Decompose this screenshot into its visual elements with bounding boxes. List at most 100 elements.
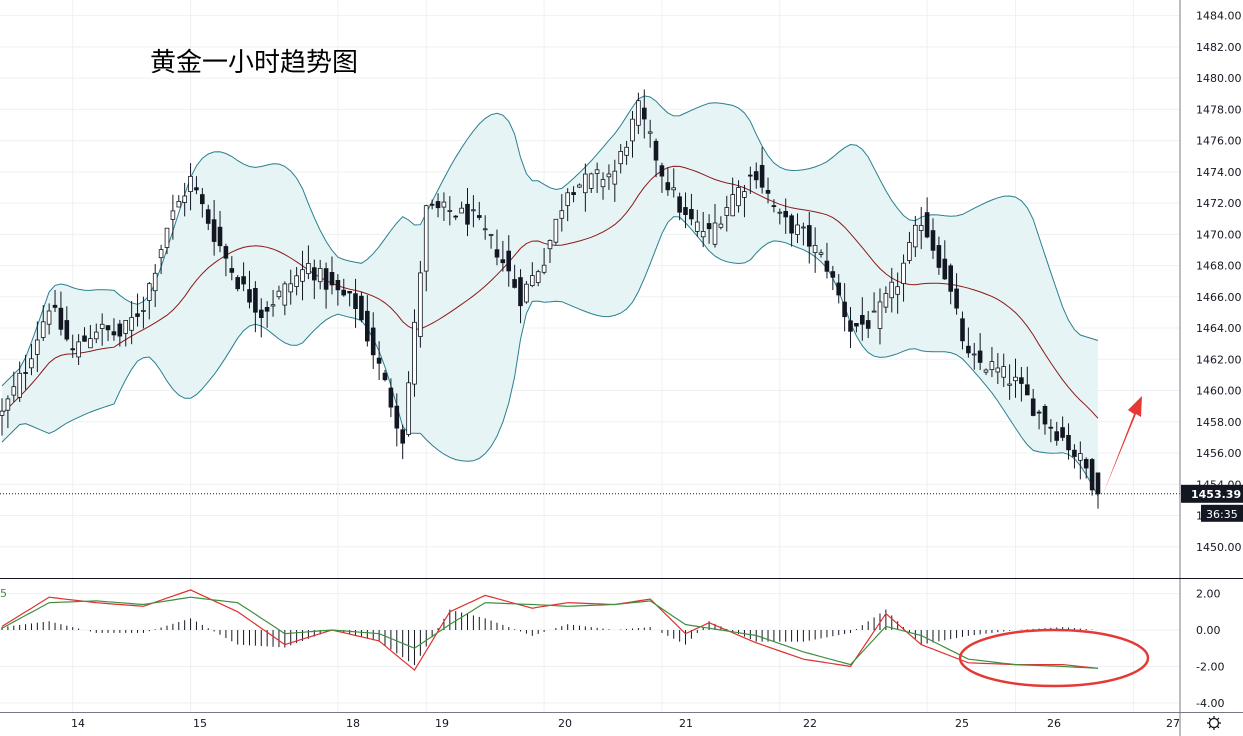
candle-body	[329, 271, 335, 286]
candle-body	[960, 318, 965, 342]
candle-body	[1066, 434, 1071, 451]
price-axis-tick-label: 1470.00	[1196, 228, 1242, 241]
time-axis-tick-label: 26	[1047, 717, 1061, 730]
oscillator-axis-tick-label: -2.00	[1196, 661, 1224, 674]
price-axis-tick-label: 1456.00	[1196, 447, 1242, 460]
candle-body	[35, 339, 40, 355]
candle-body	[317, 267, 323, 283]
price-axis-tick-label: 1458.00	[1196, 416, 1242, 429]
candle-body	[718, 223, 724, 228]
candle-body	[141, 309, 146, 312]
candle-body	[653, 140, 659, 161]
candle-body	[347, 290, 352, 294]
countdown-label: 36:35	[1206, 508, 1238, 521]
bollinger-lower-line	[1, 216, 1099, 497]
price-axis-tick-label: 1478.00	[1196, 103, 1242, 116]
time-axis-tick-label: 19	[435, 717, 449, 730]
candle-body	[423, 205, 429, 272]
candle-body	[759, 164, 765, 188]
candle-body	[948, 265, 953, 292]
candle-body	[783, 210, 788, 218]
candle-body	[58, 307, 64, 330]
candle-body	[465, 203, 470, 225]
candle-body	[930, 230, 936, 251]
candle-body	[730, 194, 735, 217]
candle-body	[848, 320, 853, 332]
candle-body	[789, 215, 794, 234]
candle-body	[199, 194, 205, 205]
candle-body	[753, 171, 759, 181]
candle-body	[830, 271, 836, 278]
candle-body	[88, 338, 93, 349]
candle-body	[877, 301, 883, 329]
candle-body	[765, 189, 771, 194]
candle-body	[860, 314, 865, 325]
candle-body	[801, 226, 806, 229]
candle-body	[518, 277, 523, 307]
candle-body	[40, 321, 46, 338]
candle-body	[217, 226, 223, 247]
candle-body	[459, 207, 464, 214]
time-axis-tick-label: 21	[679, 717, 693, 730]
candle-body	[1060, 427, 1065, 438]
candle-body	[70, 348, 76, 351]
candle-body	[123, 319, 129, 334]
oscillator-axis-tick-label: -4.00	[1196, 697, 1224, 710]
candle-body	[471, 209, 476, 212]
candle-body	[1030, 398, 1036, 416]
candle-body	[971, 353, 977, 356]
price-axis-tick-label: 1464.00	[1196, 322, 1242, 335]
candle-body	[223, 246, 229, 259]
candle-body	[429, 203, 435, 206]
candle-body	[170, 210, 176, 220]
candle-body	[842, 301, 847, 318]
candle-body	[1089, 459, 1095, 491]
candle-body	[954, 288, 959, 309]
gear-icon[interactable]	[1207, 716, 1221, 730]
trend-arrow-annotation	[1103, 396, 1142, 494]
candle-body	[895, 286, 900, 295]
candle-body	[406, 382, 411, 435]
candle-body	[341, 289, 346, 296]
time-axis-tick-label: 27	[1166, 717, 1180, 730]
price-axis-tick-label: 1474.00	[1196, 166, 1242, 179]
candle-body	[1054, 431, 1060, 441]
chart-title: 黄金一小时趋势图	[150, 48, 359, 78]
candle-body	[942, 258, 948, 280]
candle-body	[630, 118, 635, 142]
candle-body	[977, 350, 983, 363]
candle-body	[777, 211, 783, 214]
candle-body	[1095, 472, 1101, 495]
candle-body	[182, 195, 188, 203]
candle-body	[247, 289, 252, 303]
candle-body	[211, 219, 217, 242]
candle-body	[370, 327, 376, 356]
candle-body	[553, 218, 559, 243]
candle-body	[677, 196, 682, 213]
candle-body	[105, 325, 111, 331]
candle-body	[1078, 453, 1083, 461]
candle-body	[989, 361, 995, 371]
candle-body	[571, 192, 576, 195]
candle-body	[441, 201, 447, 208]
candle-body	[1083, 458, 1089, 469]
candle-body	[795, 224, 800, 235]
candle-body	[577, 184, 582, 188]
price-axis-tick-label: 1484.00	[1196, 10, 1242, 23]
candle-body	[300, 269, 305, 282]
candle-body	[1001, 366, 1006, 378]
countdown-tag	[1201, 504, 1243, 522]
candle-body	[382, 372, 388, 381]
oscillator-name-label: 5	[0, 587, 7, 600]
candle-body	[547, 240, 553, 250]
price-axis-tick-label: 1480.00	[1196, 72, 1242, 85]
candle-body	[294, 275, 299, 287]
candle-body	[624, 146, 629, 156]
candle-body	[700, 231, 706, 238]
candle-body	[482, 228, 488, 231]
last-price-tag	[1181, 484, 1243, 503]
candle-body	[353, 293, 358, 310]
candle-body	[618, 150, 623, 165]
